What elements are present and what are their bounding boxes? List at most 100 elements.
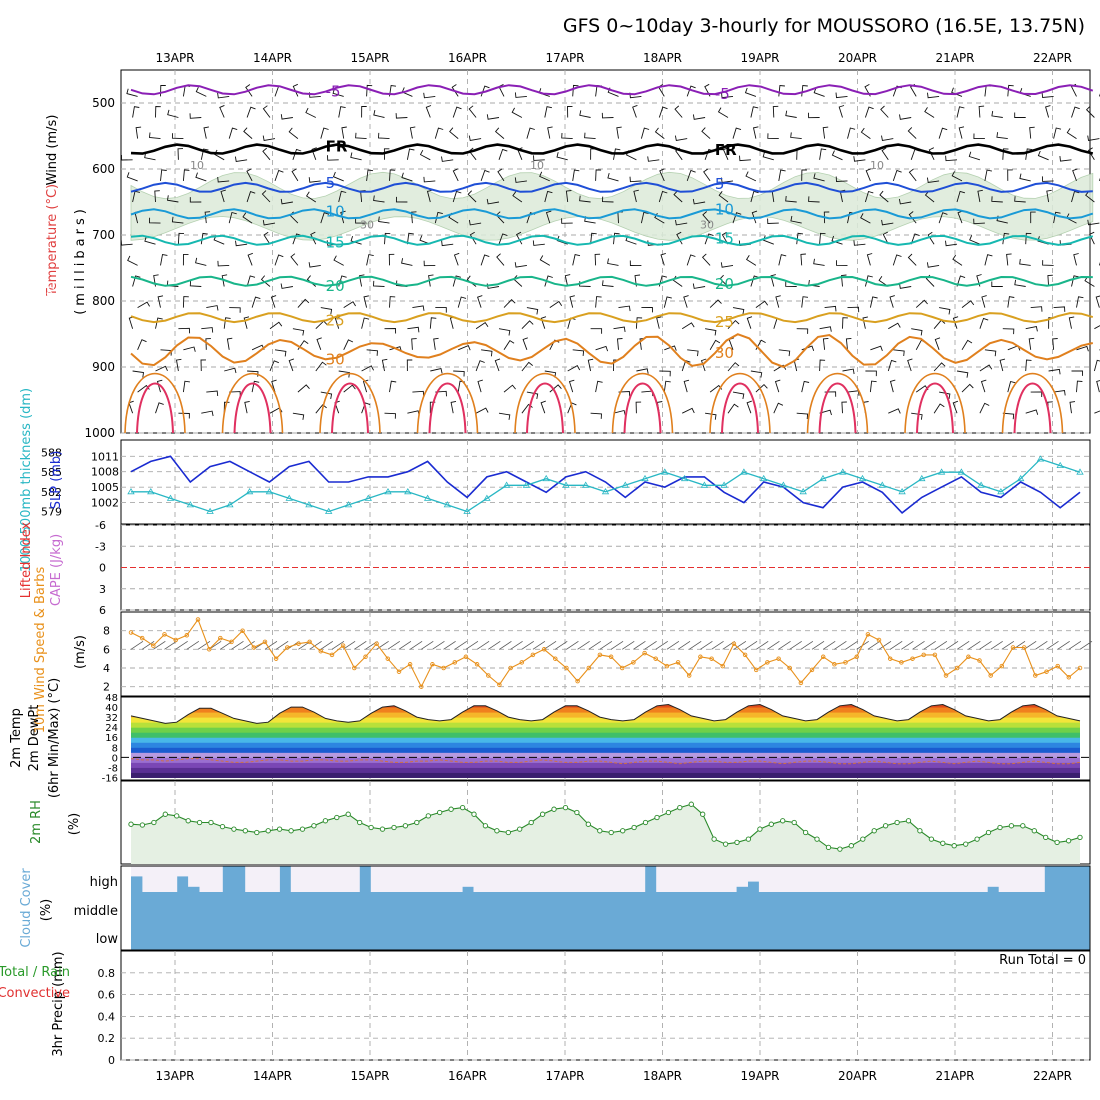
cloud-high-gap: [416, 866, 429, 892]
rh-point: [951, 843, 957, 849]
wind-barb: [824, 305, 837, 312]
cloud-high-gap: [816, 866, 828, 892]
cloud-high-gap: [473, 866, 486, 892]
rh-point: [642, 819, 649, 826]
temperature-contour: [124, 373, 186, 434]
date-tick-label: 16APR: [448, 1069, 487, 1083]
temperature-contour: [514, 373, 576, 434]
wind-barb: [881, 219, 894, 226]
wind-barb: [407, 326, 420, 333]
surface-wind-barb: [767, 641, 780, 650]
precip-tick-label: 0.4: [98, 1010, 116, 1023]
rh-point: [734, 839, 740, 846]
wind-speed-point: [597, 652, 603, 658]
cloud-high-gap: [313, 866, 326, 892]
wind-barb: [755, 339, 766, 351]
wind-speed-point: [876, 637, 882, 643]
wind-barb: [647, 156, 660, 162]
wind-barb: [613, 409, 626, 416]
wind-barb: [201, 327, 214, 333]
wind-barb: [908, 168, 917, 182]
rh-point: [871, 828, 877, 834]
wind-barb: [203, 126, 209, 139]
wind-barb: [343, 339, 354, 350]
wind-barb: [452, 275, 462, 287]
panel-frame: [120, 950, 1091, 1061]
contour-label: 15: [326, 233, 345, 251]
wind-barb: [952, 316, 959, 329]
wind-barb: [514, 177, 527, 183]
wind-barb: [770, 274, 776, 287]
wind-barb: [271, 379, 277, 393]
surface-wind-barb: [945, 641, 959, 650]
rh-point: [677, 804, 683, 811]
rh-point: [551, 806, 557, 812]
rh2m-panel: [120, 780, 1091, 865]
surface-wind-barb: [275, 641, 289, 650]
wind-barb: [772, 105, 779, 118]
wind-barb: [750, 275, 760, 287]
contour-label: 10: [326, 203, 345, 221]
temperature-contour: [233, 382, 272, 434]
rh-point: [128, 821, 134, 827]
rh-point: [631, 824, 637, 831]
wind-speed-point: [899, 660, 904, 665]
wind-speed-point: [285, 645, 290, 650]
wind-barb: [979, 317, 989, 329]
wind-barb: [195, 87, 207, 97]
cloud-high-gap: [439, 866, 452, 892]
wind-barb: [126, 172, 138, 182]
wind-barb: [984, 84, 992, 97]
wind-speed-point: [954, 665, 960, 671]
wind-barb: [841, 274, 847, 287]
rh-point: [505, 829, 511, 836]
wind-barb: [635, 317, 643, 329]
wind-barb: [407, 410, 420, 416]
wind-speed-point: [1077, 665, 1083, 671]
wind-barb: [514, 262, 527, 268]
wind-barb: [320, 391, 333, 399]
wind-barb: [881, 147, 889, 161]
wind-barb: [244, 400, 250, 414]
surface-wind-barb: [186, 641, 200, 650]
wind-barb: [778, 254, 787, 266]
thickness-marker: [661, 468, 669, 475]
rh-point: [208, 819, 214, 826]
wind-barb: [144, 152, 156, 161]
wind-barb: [327, 155, 339, 161]
wind-barb: [1087, 147, 1095, 161]
wind-barb: [796, 232, 804, 245]
wind-barb: [425, 105, 432, 118]
temp-band: [121, 697, 1090, 703]
wind-barb: [297, 298, 310, 308]
wind-barb: [1053, 211, 1061, 224]
cloud-high-gap: [679, 866, 691, 892]
temperature-contour: [130, 333, 1094, 368]
wind-barb: [243, 127, 253, 139]
date-tick-label: 14APR: [253, 1069, 292, 1083]
wind-barb: [660, 252, 666, 266]
wind-barb: [486, 198, 500, 205]
cloud-high-gap: [450, 866, 463, 892]
wind-barb: [224, 367, 237, 374]
surface-wind-barb: [153, 641, 166, 650]
wind-barb: [819, 232, 826, 245]
wind-barb: [952, 254, 963, 266]
wind-barb: [132, 275, 141, 287]
wind-barb: [430, 367, 443, 374]
wind-speed-point: [474, 662, 480, 667]
wind-barb: [658, 190, 668, 203]
wind-barb: [435, 307, 447, 313]
cloud-high-gap: [781, 866, 794, 892]
wind-barb: [556, 152, 568, 161]
contour-label: 15: [715, 230, 734, 248]
cloud-high-gap: [599, 866, 611, 892]
wind-barb: [498, 148, 508, 160]
thickness-marker: [562, 481, 570, 488]
wind-barb: [160, 169, 167, 181]
wind-barb: [1041, 92, 1054, 98]
wind-barb: [175, 358, 182, 372]
wind-barb: [862, 316, 868, 329]
wind-barb: [315, 361, 327, 372]
rh-point: [1043, 834, 1049, 841]
